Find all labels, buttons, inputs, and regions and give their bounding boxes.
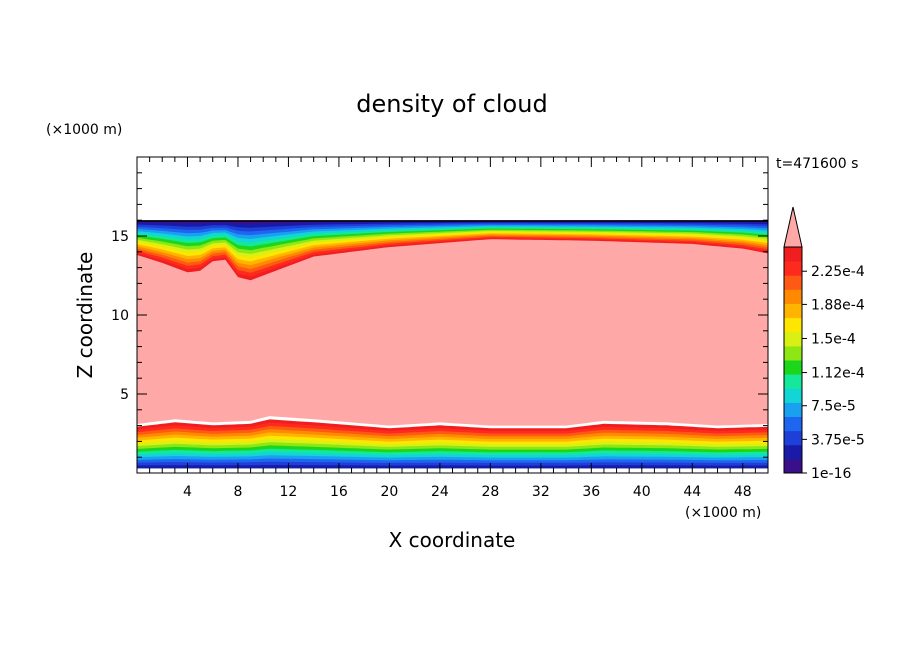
x-tick-label: 32: [532, 484, 550, 500]
colorbar: 1e-16 3.75e-5 7.5e-5 1.12e-4 1.5e-4 1.88e-4 2.…: [783, 206, 865, 482]
colorbar-frame: [783, 246, 803, 474]
colorbar-extend-arrow: [783, 206, 803, 248]
x-axis-label: X coordinate: [389, 528, 516, 552]
colorbar-swatch: [784, 317, 802, 333]
x-axis: 4 8 12 16 20 24 28 32 36 40 44 48: [136, 157, 769, 500]
density-bands: [137, 220, 768, 469]
colorbar-label: 1.5e-4: [811, 331, 856, 347]
core-band: [137, 239, 768, 426]
x-tick-label: 20: [380, 484, 398, 500]
x-tick-label: 48: [734, 484, 752, 500]
y-unit-label: (×1000 m): [46, 122, 122, 138]
colorbar-label: 2.25e-4: [811, 264, 865, 280]
chart-title: density of cloud: [356, 90, 547, 118]
plot-region: [137, 220, 768, 469]
colorbar-swatch: [784, 416, 802, 432]
x-tick-label: 28: [481, 484, 499, 500]
colorbar-label: 7.5e-5: [811, 399, 856, 415]
y-axis: 5 10 15: [111, 156, 768, 474]
colorbar-swatch: [784, 275, 802, 290]
x-tick-label: 40: [633, 484, 651, 500]
y-tick-label: 10: [111, 308, 129, 324]
colorbar-swatch: [784, 261, 802, 276]
colorbar-label: 3.75e-5: [811, 432, 865, 448]
lower-band-1: [137, 465, 768, 469]
x-tick-label: 36: [582, 484, 600, 500]
x-tick-label: 12: [280, 484, 298, 500]
x-unit-label: (×1000 m): [685, 505, 761, 521]
x-tick-label: 44: [683, 484, 701, 500]
colorbar-swatch: [784, 430, 802, 446]
colorbar-label: 1e-16: [811, 466, 851, 482]
colorbar-swatch: [784, 458, 802, 474]
colorbar-swatch: [784, 388, 802, 403]
colorbar-swatch: [784, 360, 802, 375]
y-tick-label: 5: [120, 387, 129, 403]
colorbar-label: 1.12e-4: [811, 366, 865, 382]
colorbar-swatch: [784, 345, 802, 361]
colorbar-label: 1.88e-4: [811, 297, 865, 313]
time-label: t=471600 s: [776, 156, 858, 172]
y-tick-label: 15: [111, 229, 129, 245]
x-tick-label: 4: [183, 484, 192, 500]
x-tick-label: 16: [330, 484, 348, 500]
x-tick-label: 8: [233, 484, 242, 500]
top-boundary-line: [137, 220, 768, 222]
colorbar-swatch: [784, 331, 802, 347]
colorbar-swatch: [784, 303, 802, 319]
y-axis-label: Z coordinate: [73, 252, 97, 379]
colorbar-swatch: [784, 374, 802, 389]
colorbar-swatch: [784, 444, 802, 460]
colorbar-swatch: [784, 247, 802, 262]
colorbar-swatch: [784, 402, 802, 417]
x-tick-label: 24: [431, 484, 449, 500]
colorbar-swatch: [784, 289, 802, 304]
